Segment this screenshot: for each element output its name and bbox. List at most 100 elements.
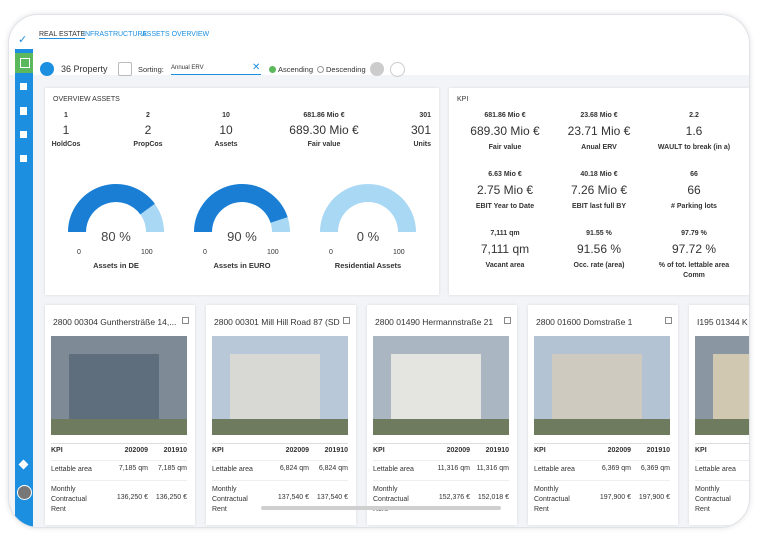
row-label: Lettable area (695, 466, 736, 473)
col-header: 201910 (163, 447, 187, 454)
property-title[interactable]: I195 01344 K (697, 317, 748, 327)
stat-value: 2 (144, 123, 152, 137)
filter-icon[interactable] (40, 62, 54, 76)
external-link-icon[interactable] (665, 317, 672, 324)
row-value: 6,369 qm (601, 465, 631, 472)
table-divider (534, 443, 670, 444)
sidebar-icon[interactable] (20, 58, 30, 68)
property-title[interactable]: 2800 00301 Mill Hill Road 87 (SD) (214, 317, 340, 327)
panel-title: OVERVIEW ASSETS (53, 96, 120, 103)
gauge-value-label: 0 % (356, 229, 380, 244)
ground (212, 419, 348, 435)
kpi-top: 40.18 Mio € (580, 171, 618, 178)
col-header: 202009 (446, 447, 470, 454)
external-link-icon[interactable] (182, 317, 189, 324)
col-header: 202009 (124, 447, 148, 454)
clear-button[interactable]: ✕ (252, 62, 261, 73)
row-value: 6,369 qm (640, 465, 670, 472)
tab[interactable]: INFRASTRUCTURE (83, 31, 148, 38)
ground (534, 419, 670, 435)
kpi-top: 681.86 Mio € (484, 112, 526, 119)
kpi-label: # Parking lots (671, 203, 717, 210)
row-value: 137,540 € (277, 494, 309, 501)
row-label: Monthly Contractual Rent (373, 486, 409, 513)
external-link-icon[interactable] (343, 317, 350, 324)
kpi-label: Fair value (488, 144, 522, 151)
row-value: 197,900 € (599, 494, 631, 501)
stat-value: 1 (62, 123, 70, 137)
kpi-label: % of tot. lettable area Comm (658, 262, 730, 279)
collapse-icon[interactable]: ✓ (18, 34, 28, 46)
calendar-button[interactable] (118, 62, 132, 76)
row-label: Monthly Contractual Rent (212, 486, 248, 513)
external-link-icon[interactable] (504, 317, 511, 324)
kpi-label: Vacant area (485, 262, 525, 269)
row-value: 152,376 € (438, 494, 470, 501)
col-header: 202009 (607, 447, 631, 454)
gauge-label: Assets in EURO (213, 261, 271, 270)
row-value: 7,185 qm (157, 465, 187, 472)
stat-label: HoldCos (51, 141, 81, 148)
ground (695, 419, 749, 435)
property-count: 36 Property (61, 64, 108, 74)
property-title[interactable]: 2800 01600 Domstraße 1 (536, 317, 633, 327)
kpi-value: 23.71 Mio € (567, 124, 631, 138)
table-divider (51, 443, 187, 444)
row-value: 136,250 € (116, 494, 148, 501)
kpi-label: EBIT Year to Date (475, 203, 535, 210)
gauge-value (68, 184, 155, 232)
sort-field[interactable]: Annual ERV (171, 65, 261, 75)
panel-title: KPI (457, 96, 469, 103)
property-card[interactable]: 2800 01490 Hermannstraße 21 KPI 202009 2019… (367, 305, 517, 525)
ground (51, 419, 187, 435)
kpi-header: KPI (51, 447, 63, 454)
property-card[interactable]: 2800 01600 Domstraße 1 KPI 202009 201910 Let… (528, 305, 678, 525)
property-card[interactable]: 2800 00304 Gunthersträße 14,... KPI 202009… (45, 305, 195, 525)
main: REAL ESTATE INFRASTRUCTURE ASSETS OVERVIEW… (33, 15, 749, 527)
cancel-button[interactable] (390, 62, 405, 77)
stat-label: PropCos (133, 141, 163, 148)
table-divider (695, 480, 749, 481)
property-image (534, 336, 670, 435)
kpi-value: 97.72 % (671, 242, 717, 256)
property-image (373, 336, 509, 435)
radio-asc[interactable] (269, 66, 276, 73)
radio-desc[interactable] (317, 66, 324, 73)
gauge-label: Assets in DE (93, 261, 139, 270)
stat-label: Units (413, 141, 432, 148)
property-title[interactable]: 2800 01490 Hermannstraße 21 (375, 317, 494, 327)
apply-button[interactable] (370, 62, 384, 76)
sidebar-icon[interactable] (20, 131, 27, 138)
ground (373, 419, 509, 435)
row-label: Lettable area (212, 466, 253, 473)
row-label: Monthly Contractual Rent (51, 486, 87, 513)
building (713, 354, 749, 419)
scrollbar[interactable] (261, 506, 501, 510)
row-value: 11,316 qm (476, 465, 509, 472)
stat-value: 10 (219, 123, 233, 137)
tab[interactable]: REAL ESTATE (39, 31, 86, 39)
tab[interactable]: ASSETS OVERVIEW (142, 31, 210, 38)
table-divider (534, 480, 670, 481)
property-image (212, 336, 348, 435)
stat-top: 10 (222, 112, 230, 119)
property-card[interactable]: 2800 00301 Mill Hill Road 87 (SD) KPI 2020… (206, 305, 356, 525)
col-header: 201910 (485, 447, 509, 454)
kpi-top: 97.79 % (681, 230, 707, 237)
property-card[interactable]: I195 01344 K KPI Lettable area Monthly Cont… (689, 305, 749, 525)
row-value: 7,185 qm (118, 465, 148, 472)
sidebar-icon[interactable] (20, 155, 27, 162)
row-label: Lettable area (534, 466, 575, 473)
stat-top: 301 (419, 112, 431, 119)
descending-label: Descending (326, 65, 366, 74)
building (391, 354, 481, 419)
gauge-value-label: 80 % (101, 229, 131, 244)
table-divider (51, 460, 187, 461)
sidebar-icon[interactable] (20, 83, 27, 90)
table-divider (534, 460, 670, 461)
property-title[interactable]: 2800 00304 Gunthersträße 14,... (53, 317, 177, 327)
sidebar-icon[interactable] (20, 107, 27, 115)
kpi-panel: KPI 681.86 Mio € 689.30 Mio € Fair value 23.… (449, 88, 749, 295)
gauge-track (320, 184, 416, 232)
avatar[interactable] (17, 485, 32, 500)
